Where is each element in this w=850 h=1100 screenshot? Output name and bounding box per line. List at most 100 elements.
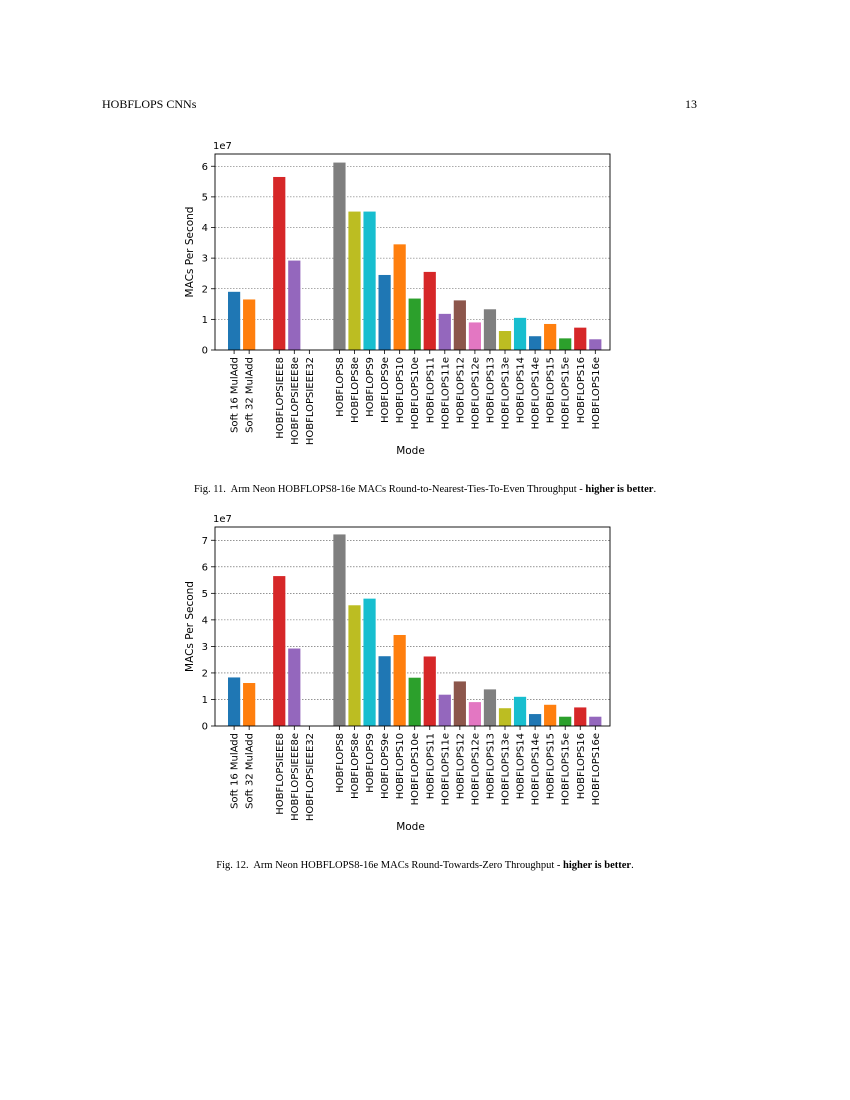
y-axis-label: MACs Per Second (184, 207, 196, 298)
x-tick-label: HOBFLOPS13e (501, 357, 512, 429)
bar (333, 534, 346, 726)
caption-label: Fig. 12. (216, 860, 249, 871)
bar (333, 162, 346, 350)
bar (288, 260, 301, 350)
bar (378, 274, 391, 350)
bar (228, 677, 241, 726)
figure-12: 0 1 2 3 4 5 6 7 1e7 Soft 16 MulAdd Soft 32 MulAdd H… (0, 513, 850, 848)
x-tick-label: HOBFLOPS15 (546, 357, 557, 423)
x-tick-label: HOBFLOPS8 (335, 733, 346, 793)
x-tick-label: Soft 32 MulAdd (245, 733, 256, 809)
y-tick-label: 6 (202, 562, 208, 573)
x-tick-label: HOBFLOPS13 (485, 733, 496, 799)
bar (529, 336, 542, 350)
y-axis-label: MACs Per Second (184, 581, 196, 672)
x-tick-label: Soft 16 MulAdd (230, 357, 241, 433)
y-tick-label: 3 (202, 642, 208, 653)
x-tick-label: HOBFLOPS15e (561, 733, 572, 805)
plot-frame (214, 153, 611, 351)
bar (513, 317, 527, 350)
x-tick-label: HOBFLOPS12e (470, 733, 481, 805)
x-tick-label: HOBFLOPS12e (470, 357, 481, 429)
header-title: HOBFLOPS CNNs (102, 97, 197, 111)
x-tick-label: HOBFLOPS8e (350, 733, 361, 799)
x-tick-label: HOBFLOPS14e (531, 357, 542, 429)
bar (498, 708, 512, 726)
bar (438, 313, 451, 350)
caption-fig-11: Fig. 11. Arm Neon HOBFLOPS8-16e MACs Rou… (0, 484, 850, 495)
bar (453, 300, 466, 350)
x-tick-label: HOBFLOPS9 (365, 733, 376, 793)
x-tick-label: HOBFLOPSIEEE8e (290, 357, 301, 445)
bar (423, 656, 436, 726)
x-tick-label: HOBFLOPS14 (516, 733, 527, 799)
x-tick-label: HOBFLOPS11 (425, 733, 436, 799)
x-tick-label: Soft 16 MulAdd (230, 733, 241, 809)
bar (273, 576, 286, 726)
bar (393, 634, 406, 726)
bar (544, 323, 557, 350)
y-tick-label: 3 (202, 254, 208, 265)
x-tick-label: HOBFLOPS11e (440, 357, 451, 429)
y-tick-label: 4 (202, 223, 208, 234)
caption-emphasis: higher is better (585, 484, 654, 495)
x-axis-label: Mode (396, 445, 425, 457)
bar (483, 309, 497, 350)
bar (393, 244, 406, 350)
caption-end: . (631, 860, 634, 871)
page-number: 13 (685, 97, 697, 111)
x-tick-label: HOBFLOPS8 (335, 357, 346, 417)
figure-11: 0 1 2 3 4 5 6 1e7 Soft 16 MulAdd Soft 32 MulAdd HO… (0, 140, 850, 470)
bar (589, 339, 602, 350)
x-tick-label: HOBFLOPS11 (425, 357, 436, 423)
y-tick-label: 5 (202, 589, 208, 600)
bar (483, 689, 497, 726)
bar (559, 338, 572, 350)
y-tick-label: 7 (202, 536, 208, 547)
x-tick-label: HOBFLOPS10 (395, 733, 406, 799)
bar (498, 331, 512, 350)
y-tick-label: 1 (202, 315, 208, 326)
bar (288, 648, 301, 726)
bar (559, 716, 572, 726)
chart-fig-12: 0 1 2 3 4 5 6 7 1e7 Soft 16 MulAdd Soft 32 MulAdd H… (184, 514, 611, 833)
chart-fig-11: 0 1 2 3 4 5 6 1e7 Soft 16 MulAdd Soft 32 MulAdd HO… (184, 141, 611, 457)
y-tick-label: 5 (202, 192, 208, 203)
x-tick-label: HOBFLOPS16e (591, 357, 602, 429)
bar (513, 696, 527, 726)
x-tick-label: HOBFLOPSIEEE8 (275, 357, 286, 439)
x-tick-label: Soft 32 MulAdd (245, 357, 256, 433)
running-header: HOBFLOPS CNNs 13 (102, 97, 697, 113)
x-tick-label: HOBFLOPS12 (455, 357, 466, 423)
x-tick-label: HOBFLOPS14 (516, 357, 527, 423)
caption-fig-12: Fig. 12. Arm Neon HOBFLOPS8-16e MACs Rou… (0, 860, 850, 871)
x-tick-label: HOBFLOPS9e (380, 357, 391, 423)
plot-frame (214, 526, 611, 727)
bar (243, 683, 256, 726)
x-axis-label: Mode (396, 821, 425, 833)
x-tick-label: HOBFLOPSIEEE32 (305, 733, 316, 821)
bar (544, 704, 557, 726)
x-tick-label: HOBFLOPS10e (410, 733, 421, 805)
bar (363, 211, 376, 350)
bar (574, 327, 587, 350)
x-tick-label: HOBFLOPSIEEE8e (290, 733, 301, 821)
bar (243, 299, 256, 350)
x-tick-label: HOBFLOPS10e (410, 357, 421, 429)
caption-end: . (653, 484, 657, 495)
x-tick-label: HOBFLOPS16 (576, 357, 587, 423)
y-tick-label: 2 (202, 668, 208, 679)
bar (378, 656, 391, 726)
x-tick-label: HOBFLOPS13e (501, 733, 512, 805)
bar (574, 707, 587, 726)
caption-text: Arm Neon HOBFLOPS8-16e MACs Round-to-Nea… (230, 484, 586, 495)
caption-emphasis: higher is better (563, 860, 632, 871)
x-tick-label: HOBFLOPS8e (350, 357, 361, 423)
x-tick-label: HOBFLOPS13 (485, 357, 496, 423)
x-tick-label: HOBFLOPS9e (380, 733, 391, 799)
bar (423, 271, 436, 350)
x-tick-label: HOBFLOPSIEEE32 (305, 357, 316, 445)
x-tick-label: HOBFLOPS15e (561, 357, 572, 429)
bar (589, 716, 602, 726)
bar (408, 677, 421, 726)
